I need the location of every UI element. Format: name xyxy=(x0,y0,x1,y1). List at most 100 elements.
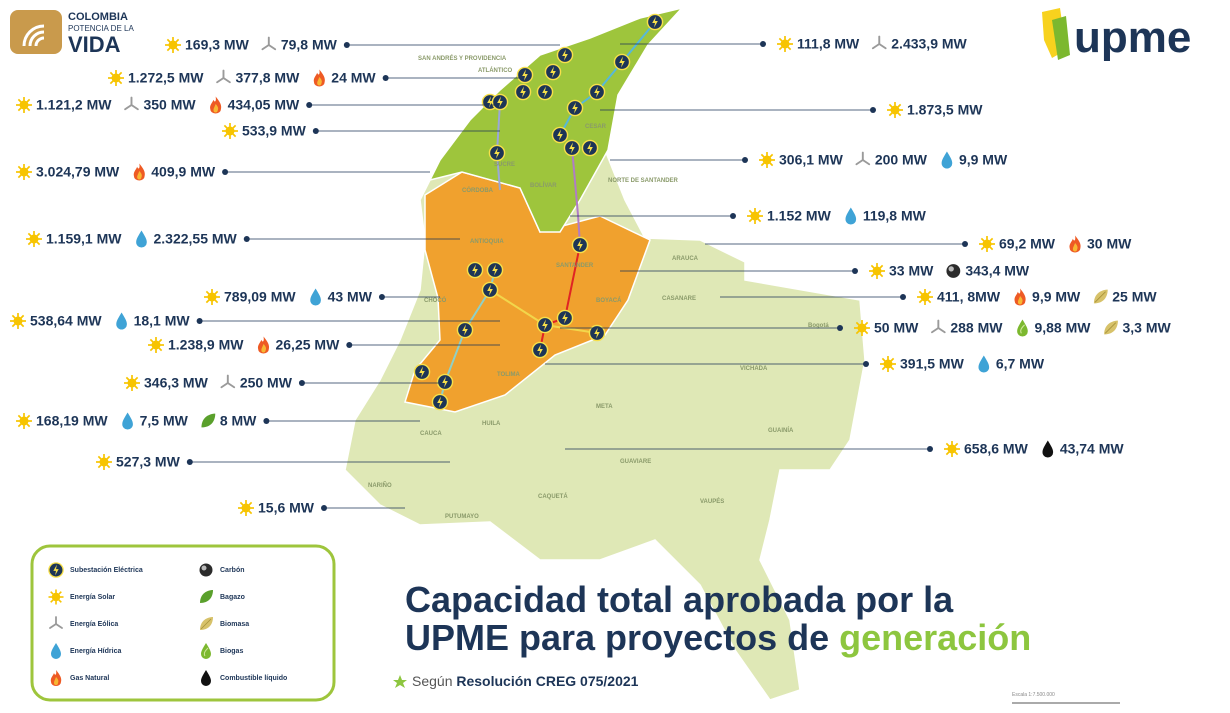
capacity-value: 391,5 MW xyxy=(900,356,965,372)
icon-substation xyxy=(514,83,532,101)
capacity-value: 533,9 MW xyxy=(242,123,307,139)
icon-solar xyxy=(15,163,33,181)
icon-substation xyxy=(431,393,449,411)
icon-biogas xyxy=(1016,319,1029,337)
capacity-value: 33 MW xyxy=(889,263,934,279)
region-label: CHOCÓ xyxy=(424,296,447,304)
region-label: SUCRE xyxy=(494,162,515,168)
logo-shape xyxy=(1052,16,1070,60)
title-text: UPME para proyectos de xyxy=(405,617,829,658)
legend-box xyxy=(30,544,336,702)
icon-carbon xyxy=(199,563,213,577)
capacity-value: 30 MW xyxy=(1087,236,1132,252)
logo-right: upme xyxy=(1042,8,1191,62)
capacity-value: 1.159,1 MW xyxy=(46,231,122,247)
region-label: CASANARE xyxy=(662,296,696,302)
capacity-value: 288 MW xyxy=(950,320,1003,336)
capacity-value: 15,6 MW xyxy=(258,500,315,516)
icon-solar xyxy=(107,69,125,87)
capacity-value: 411, 8MW xyxy=(937,289,1001,305)
icon-wind xyxy=(216,69,231,84)
callout: 533,9 MW xyxy=(221,122,500,140)
line-link xyxy=(571,147,581,246)
icon-substation xyxy=(456,321,474,339)
legend-label: Energía Solar xyxy=(70,594,115,601)
region-label: CESAR xyxy=(585,124,607,130)
capacity-value: 79,8 MW xyxy=(281,37,338,53)
legend-label: Gas Natural xyxy=(70,675,109,682)
leader-dot xyxy=(306,102,313,108)
icon-substation xyxy=(581,139,599,157)
logo-text: VIDA xyxy=(68,32,121,57)
callout: 15,6 MW xyxy=(237,499,405,517)
icon-wind xyxy=(124,96,139,111)
region-label: META xyxy=(596,404,613,410)
icon-gas xyxy=(210,96,222,114)
icon-solar xyxy=(123,374,141,392)
icon-substation xyxy=(481,281,499,299)
callout: 111,8 MW 2.433,9 MW xyxy=(620,35,968,53)
callout: 33 MW 343,4 MW xyxy=(620,262,1030,280)
region-label: ANTIOQUIA xyxy=(470,239,504,245)
leader-dot xyxy=(243,236,250,242)
icon-solar xyxy=(886,101,904,119)
region-label: GUAVIARE xyxy=(620,459,651,465)
region-label: SANTANDER xyxy=(556,263,594,269)
callout: 346,3 MW 250 MW xyxy=(123,374,440,392)
icon-gas xyxy=(1014,288,1026,306)
icon-solar xyxy=(164,36,182,54)
capacity-value: 2.322,55 MW xyxy=(153,231,237,247)
legend-label: Bagazo xyxy=(220,594,245,601)
capacity-value: 434,05 MW xyxy=(228,97,300,113)
capacity-value: 9,9 MW xyxy=(959,152,1008,168)
icon-liquid xyxy=(1042,440,1054,458)
capacity-value: 527,3 MW xyxy=(116,454,181,470)
region-label: BOLÍVAR xyxy=(530,181,557,189)
scale-label: Escala 1:7.500.000 xyxy=(1012,692,1055,698)
title-highlight: generación xyxy=(839,617,1031,658)
icon-substation xyxy=(646,13,664,31)
icon-water xyxy=(116,312,127,330)
callout: 1.159,1 MW 2.322,55 MW xyxy=(25,230,460,248)
icon-substation xyxy=(516,66,534,84)
leader-dot xyxy=(346,342,353,348)
icon-solar xyxy=(9,312,27,330)
capacity-value: 3.024,79 MW xyxy=(36,164,120,180)
leader-dot xyxy=(343,42,350,48)
capacity-value: 250 MW xyxy=(240,375,293,391)
leader-dot xyxy=(852,268,858,274)
callout: 527,3 MW xyxy=(95,453,450,471)
callout: 1.238,9 MW 26,25 MW xyxy=(147,336,500,354)
capacity-value: 409,9 MW xyxy=(151,164,216,180)
capacity-value: 111,8 MW xyxy=(797,36,860,52)
capacity-value: 18,1 MW xyxy=(134,313,191,329)
icon-wind xyxy=(855,151,871,166)
callout: 658,6 MW 43,74 MW xyxy=(565,440,1124,458)
icon-solar xyxy=(868,262,886,280)
icon-substation xyxy=(544,63,562,81)
icon-solar xyxy=(758,151,776,169)
capacity-value: 69,2 MW xyxy=(999,236,1056,252)
icon-water xyxy=(978,355,990,373)
leader-dot xyxy=(321,505,328,511)
leader-dot xyxy=(378,294,385,300)
icon-substation xyxy=(486,261,504,279)
icon-gas xyxy=(257,336,270,354)
capacity-value: 306,1 MW xyxy=(779,152,844,168)
leader-dot xyxy=(196,318,203,324)
icon-solar xyxy=(147,336,165,354)
legend-label: Energía Hídrica xyxy=(70,648,121,655)
capacity-value: 9,9 MW xyxy=(1032,289,1081,305)
region-label: Bogotá xyxy=(808,323,829,329)
region-label: SAN ANDRÉS Y PROVIDENCIA xyxy=(418,54,507,62)
icon-solar xyxy=(978,235,996,253)
capacity-value: 168,19 MW xyxy=(36,413,108,429)
capacity-value: 8 MW xyxy=(220,413,257,429)
note-source: Resolución CREG 075/2021 xyxy=(456,673,638,689)
icon-solar xyxy=(853,319,871,337)
capacity-value: 7,5 MW xyxy=(140,413,189,429)
icon-substation xyxy=(588,83,606,101)
icon-solar xyxy=(776,35,794,53)
note-star xyxy=(393,675,407,688)
capacity-value: 43 MW xyxy=(328,289,373,305)
